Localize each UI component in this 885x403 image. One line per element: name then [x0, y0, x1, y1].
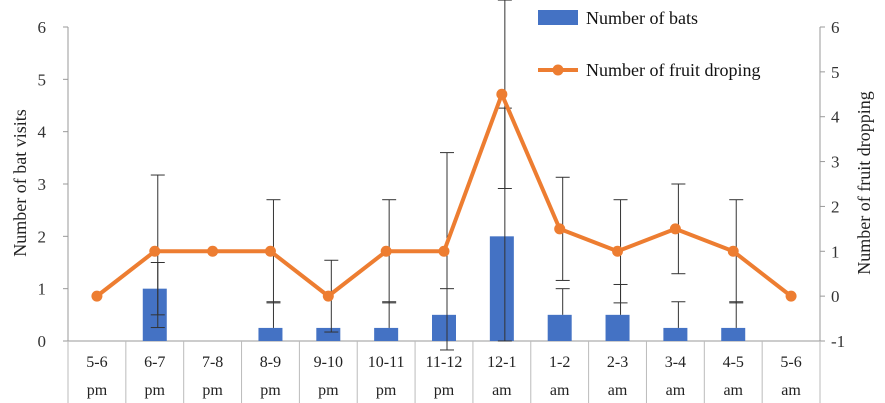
x-axis-tick-label: 12-1	[487, 354, 516, 371]
x-axis-tick-label: pm	[318, 382, 339, 399]
right-axis-tick-label: -1	[831, 332, 845, 351]
right-axis-tick-label: 0	[831, 287, 840, 306]
right-axis: -1 0 1 2 3 4 5 6	[819, 18, 845, 351]
x-axis-tick-label: pm	[87, 382, 108, 399]
legend-line-label: Number of fruit droping	[586, 60, 760, 80]
right-axis-tick-label: 3	[831, 153, 840, 172]
bar	[374, 327, 399, 341]
right-axis-tick-label: 4	[831, 108, 840, 127]
line-point	[785, 290, 797, 302]
bar	[663, 327, 688, 341]
bar	[432, 314, 456, 341]
x-axis-tick-label: 5-6	[780, 354, 801, 371]
right-axis-tick-label: 2	[831, 197, 840, 216]
x-axis-tick-label: am	[492, 382, 512, 399]
left-axis-title: Number of bat visits	[10, 109, 30, 256]
left-axis-tick-label: 3	[38, 175, 47, 194]
left-axis: 0 1 2 3 4 5 6	[38, 18, 69, 351]
x-axis-tick-label: 7-8	[202, 354, 223, 371]
line-path	[95, 92, 793, 299]
line-point	[554, 223, 566, 235]
line-series	[91, 88, 797, 302]
right-axis-title-text: Number of fruit dropping	[854, 91, 874, 274]
x-axis-tick-label: pm	[145, 382, 166, 399]
bar	[489, 236, 514, 341]
left-axis-tick-label: 4	[38, 123, 47, 142]
line-point	[91, 290, 103, 302]
line-point	[149, 245, 161, 257]
x-axis-tick-label: pm	[202, 382, 223, 399]
left-axis-tick-label: 2	[38, 227, 47, 246]
line-point	[727, 245, 739, 257]
bar	[605, 314, 630, 341]
line-error-bars	[150, 0, 744, 351]
left-axis-title-text: Number of bat visits	[10, 109, 30, 256]
right-axis-tick-label: 1	[831, 242, 840, 261]
left-axis-tick-label: 1	[38, 280, 47, 299]
line-point	[669, 223, 681, 235]
line-point	[322, 290, 334, 302]
left-axis-tick-label: 5	[38, 70, 47, 89]
x-axis-tick-label: 6-7	[144, 354, 165, 371]
line-point	[438, 245, 450, 257]
line-point	[612, 245, 624, 257]
bar	[547, 314, 572, 341]
right-axis-title: Number of fruit dropping	[854, 91, 874, 274]
x-axis-tick-label: am	[666, 382, 686, 399]
x-axis-tick-label: 1-2	[549, 354, 570, 371]
legend-bar-swatch	[538, 10, 578, 25]
legend-line-marker	[552, 64, 564, 76]
x-axis-tick-label: 5-6	[86, 354, 107, 371]
x-axis-tick-label: 2-3	[607, 354, 628, 371]
x-axis-tick-label: am	[608, 382, 628, 399]
x-axis-tick-label: am	[723, 382, 743, 399]
left-axis-tick-label: 6	[38, 18, 47, 37]
legend-bar-label: Number of bats	[586, 8, 698, 28]
line-point	[496, 88, 508, 100]
x-axis-tick-label: pm	[434, 382, 455, 399]
x-axis-tick-label: am	[550, 382, 570, 399]
line-point	[207, 245, 219, 257]
legend: Number of bats Number of fruit droping	[538, 8, 760, 80]
x-axis-tick-label: pm	[376, 382, 397, 399]
x-axis-tick-label: 3-4	[665, 354, 686, 371]
x-axis-tick-label: 8-9	[260, 354, 281, 371]
x-axis-tick-label: pm	[260, 382, 281, 399]
x-axis-tick-label: 10-11	[368, 354, 405, 371]
bar	[316, 327, 341, 341]
x-axis-tick-label: 4-5	[723, 354, 744, 371]
line-point	[264, 245, 276, 257]
bar	[721, 327, 746, 341]
right-axis-tick-label: 6	[831, 18, 840, 37]
x-axis-tick-label: 11-12	[426, 354, 463, 371]
left-axis-tick-label: 0	[38, 332, 47, 351]
x-axis-tick-label: 9-10	[314, 354, 343, 371]
bar	[258, 327, 283, 341]
x-axis-tick-label: am	[781, 382, 801, 399]
line-point	[380, 245, 392, 257]
right-axis-tick-label: 5	[831, 63, 840, 82]
